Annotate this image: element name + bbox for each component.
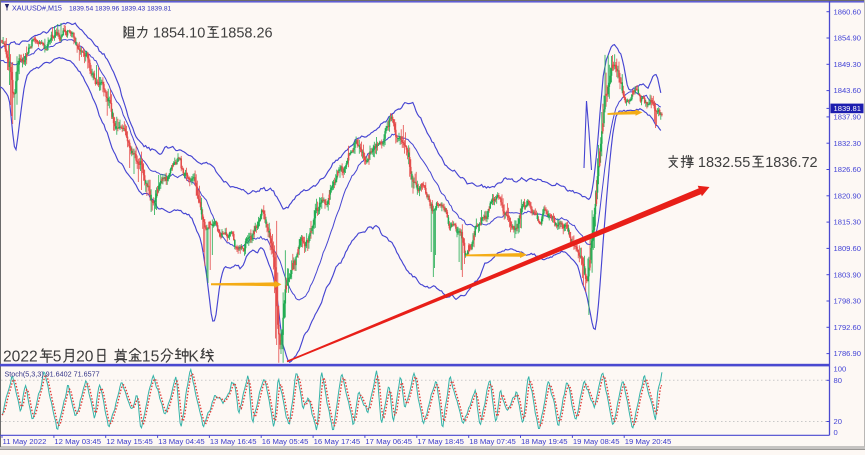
svg-text:17 May 18:45: 17 May 18:45	[417, 437, 464, 446]
svg-text:13 May 16:45: 13 May 16:45	[210, 437, 257, 446]
svg-text:1826.60: 1826.60	[834, 165, 861, 174]
svg-text:100: 100	[834, 364, 847, 373]
svg-text:1798.30: 1798.30	[834, 297, 861, 306]
svg-text:1832.55: 1832.55	[698, 155, 750, 171]
svg-text:15: 15	[142, 349, 160, 366]
svg-text:1839.81: 1839.81	[834, 104, 861, 113]
svg-text:1860.60: 1860.60	[834, 7, 861, 16]
svg-text:1849.30: 1849.30	[834, 60, 861, 69]
svg-text:13 May 04:45: 13 May 04:45	[158, 437, 205, 446]
svg-text:20: 20	[834, 417, 842, 426]
svg-text:19 May 20:45: 19 May 20:45	[625, 437, 672, 446]
svg-text:2022: 2022	[3, 349, 38, 366]
svg-text:12 May 15:45: 12 May 15:45	[106, 437, 153, 446]
svg-text:80: 80	[834, 376, 842, 385]
svg-text:11 May 2022: 11 May 2022	[3, 437, 47, 446]
svg-text:1839.54 1839.96 1839.43 1839.8: 1839.54 1839.96 1839.43 1839.81	[69, 5, 172, 12]
svg-text:16 May 17:45: 16 May 17:45	[314, 437, 361, 446]
svg-text:1820.90: 1820.90	[834, 191, 861, 200]
svg-text:20: 20	[76, 349, 94, 366]
svg-text:5: 5	[53, 349, 62, 366]
svg-text:1815.30: 1815.30	[834, 218, 861, 227]
svg-text:1786.90: 1786.90	[834, 349, 861, 358]
svg-text:17 May 06:45: 17 May 06:45	[365, 437, 412, 446]
svg-text:0: 0	[834, 428, 838, 437]
svg-text:1803.90: 1803.90	[834, 270, 861, 279]
svg-text:1836.72: 1836.72	[765, 155, 817, 171]
svg-text:1832.30: 1832.30	[834, 139, 861, 148]
svg-text:Stoch(5,3,3) 91.6402 71.6577: Stoch(5,3,3) 91.6402 71.6577	[5, 369, 100, 378]
svg-text:16 May 05:45: 16 May 05:45	[262, 437, 309, 446]
svg-text:K: K	[188, 349, 199, 366]
svg-text:1843.60: 1843.60	[834, 86, 861, 95]
svg-text:XAUUSD#,M15: XAUUSD#,M15	[12, 3, 62, 12]
svg-text:1792.60: 1792.60	[834, 323, 861, 332]
svg-text:1854.90: 1854.90	[834, 34, 861, 43]
svg-text:18 May 07:45: 18 May 07:45	[469, 437, 516, 446]
svg-text:19 May 08:45: 19 May 08:45	[573, 437, 620, 446]
svg-text:18 May 19:45: 18 May 19:45	[521, 437, 568, 446]
svg-text:1837.90: 1837.90	[834, 113, 861, 122]
svg-text:1809.60: 1809.60	[834, 244, 861, 253]
svg-text:12 May 03:45: 12 May 03:45	[54, 437, 101, 446]
svg-text:1854.10: 1854.10	[153, 26, 205, 42]
svg-text:1858.26: 1858.26	[220, 26, 272, 42]
